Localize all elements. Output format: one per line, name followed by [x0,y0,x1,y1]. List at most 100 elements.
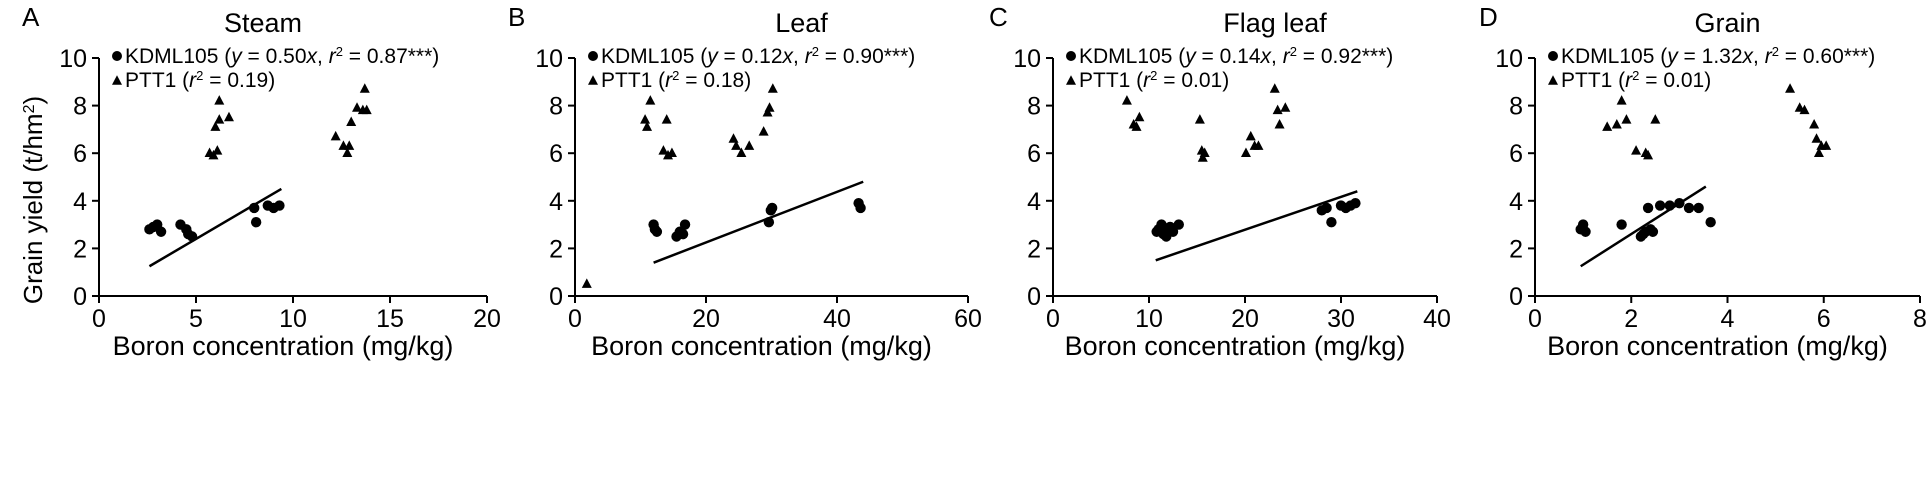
data-point-kdml105 [1705,217,1716,228]
data-point-kdml105 [763,217,775,228]
legend-entry-kdml105-part: KDML105 ( [601,45,707,68]
legend-marker-triangle [588,75,598,85]
x-tick-label: 4 [1721,305,1735,333]
data-point-ptt1 [342,147,353,157]
data-point-ptt1 [1197,152,1208,162]
y-tick-label: 2 [1027,235,1041,263]
data-point-kdml105 [1674,197,1685,209]
data-point-ptt1 [1643,149,1654,160]
data-point-ptt1 [210,121,221,131]
regression-line [148,187,282,268]
y-tick-label: 10 [535,45,563,73]
y-tick-label: 6 [73,140,87,168]
data-point-ptt1 [344,140,355,150]
data-point-kdml105 [1616,219,1627,230]
data-point-ptt1 [223,111,234,122]
legend-entry-kdml105-part: = 0.12 [718,45,783,68]
panel-b: B Leaf 0 2 4 6 8 10 0 20 40 60 Boron concentration (… [508,2,982,361]
y-tick-label: 8 [1027,93,1041,121]
data-point-ptt1 [762,107,773,117]
data-point-ptt1 [1785,83,1796,93]
data-point-kdml105 [1683,202,1695,214]
y-tick-label: 8 [73,93,87,121]
legend-entry-ptt1: PTT1 (r2 = 0.01) [1079,68,1229,93]
legend-marker-circle [112,51,122,61]
data-point-ptt1 [1813,147,1824,157]
y-tick-label: 0 [73,283,87,311]
y-tick-label: 8 [549,93,563,121]
data-point-ptt1 [642,121,653,131]
legend-entry-ptt1-part: = 0.19) [203,69,275,92]
data-point-ptt1 [1280,102,1291,112]
data-point-ptt1 [1621,114,1632,124]
chart-title: Steam [224,8,302,38]
y-tick-label: 4 [549,188,563,216]
x-axis-label: Boron concentration (mg/kg) [591,331,932,361]
x-tick-label: 2 [1624,305,1638,333]
legend-marker-triangle [1066,75,1076,85]
data-point-ptt1 [640,114,651,124]
legend-entry-kdml105-part: y [1183,45,1197,68]
data-point-ptt1 [346,116,357,127]
legend-entry-kdml105-part: = 0.60***) [1779,45,1875,68]
x-tick-label: 20 [1231,305,1259,333]
x-tick-label: 60 [954,305,982,333]
legend-entry-kdml105-part: , [1753,45,1765,68]
data-point-ptt1 [731,140,742,150]
y-tick-label: 2 [549,235,563,263]
data-point-ptt1 [1650,114,1661,124]
legend-entry-ptt1: PTT1 (r2 = 0.19) [125,68,275,93]
data-point-ptt1 [1631,145,1642,155]
legend-entry-kdml105-part: y [1665,45,1679,68]
regression-line [1155,190,1358,262]
legend-entry-ptt1-part: = 0.18) [679,69,751,92]
panel-letter: D [1479,2,1498,32]
data-point-kdml105 [1647,226,1659,237]
legend-entry-kdml105-part: , [1271,45,1283,68]
x-tick-label: 10 [279,305,307,333]
series-kdml105 [1151,197,1361,242]
y-axis-label-close: ) [18,96,48,105]
legend-entry-ptt1-part: PTT1 ( [1561,69,1625,92]
data-point-ptt1 [728,133,739,143]
x-axis-label: Boron concentration (mg/kg) [1547,331,1888,361]
legend-entry-kdml105-part: r [329,45,337,68]
data-point-ptt1 [767,83,778,93]
legend-entry-ptt1-part: r [665,69,673,92]
data-point-kdml105 [274,200,285,211]
legend-entry-kdml105-part: = 0.50 [242,45,307,68]
data-point-ptt1 [1811,133,1822,143]
x-tick-label: 10 [1135,305,1163,333]
legend-entry-ptt1-part: 2 [672,68,679,83]
legend-entry-ptt1-part: PTT1 ( [125,69,189,92]
y-tick-label: 6 [549,140,563,168]
legend-entry-kdml105: KDML105 (y = 0.12x, r2 = 0.90***) [601,44,915,69]
y-tick-label: 0 [549,283,563,311]
series-kdml105 [1575,197,1716,242]
data-point-kdml105 [679,219,691,230]
legend-entry-kdml105-part: 2 [812,44,819,59]
legend-marker-circle [1066,51,1076,61]
y-axis-label: Grain yield (t/hm2) [18,96,48,304]
data-point-kdml105 [249,202,260,214]
data-point-kdml105 [766,202,778,214]
legend-entry-kdml105: KDML105 (y = 0.14x, r2 = 0.92***) [1079,44,1393,69]
data-point-kdml105 [1664,200,1675,211]
series-ptt1 [1602,83,1832,160]
legend-entry-kdml105-part: KDML105 ( [1079,45,1185,68]
data-point-kdml105 [1654,200,1666,211]
x-tick-label: 0 [568,305,582,333]
data-point-kdml105 [651,226,663,237]
x-tick-label: 40 [823,305,851,333]
panel-d: D Grain 0 2 4 6 8 10 0 2 4 6 8 Boron concentration (m… [1479,2,1927,361]
legend-entry-ptt1-part: PTT1 ( [601,69,665,92]
y-tick-label: 2 [73,235,87,263]
data-point-kdml105 [1580,226,1591,237]
legend-marker-circle [1548,51,1558,61]
data-point-ptt1 [1809,118,1820,129]
data-point-kdml105 [1642,202,1654,214]
panel-a: A Steam 0 2 4 6 8 10 0 5 10 15 20 Boron concentration… [22,2,501,361]
regression-line [653,180,864,264]
legend-marker-triangle [112,75,122,85]
